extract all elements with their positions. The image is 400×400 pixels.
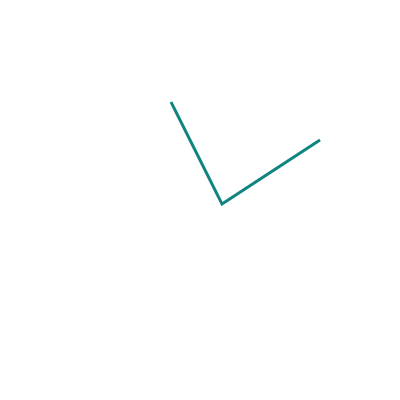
angle-polyline [169, 101, 321, 207]
